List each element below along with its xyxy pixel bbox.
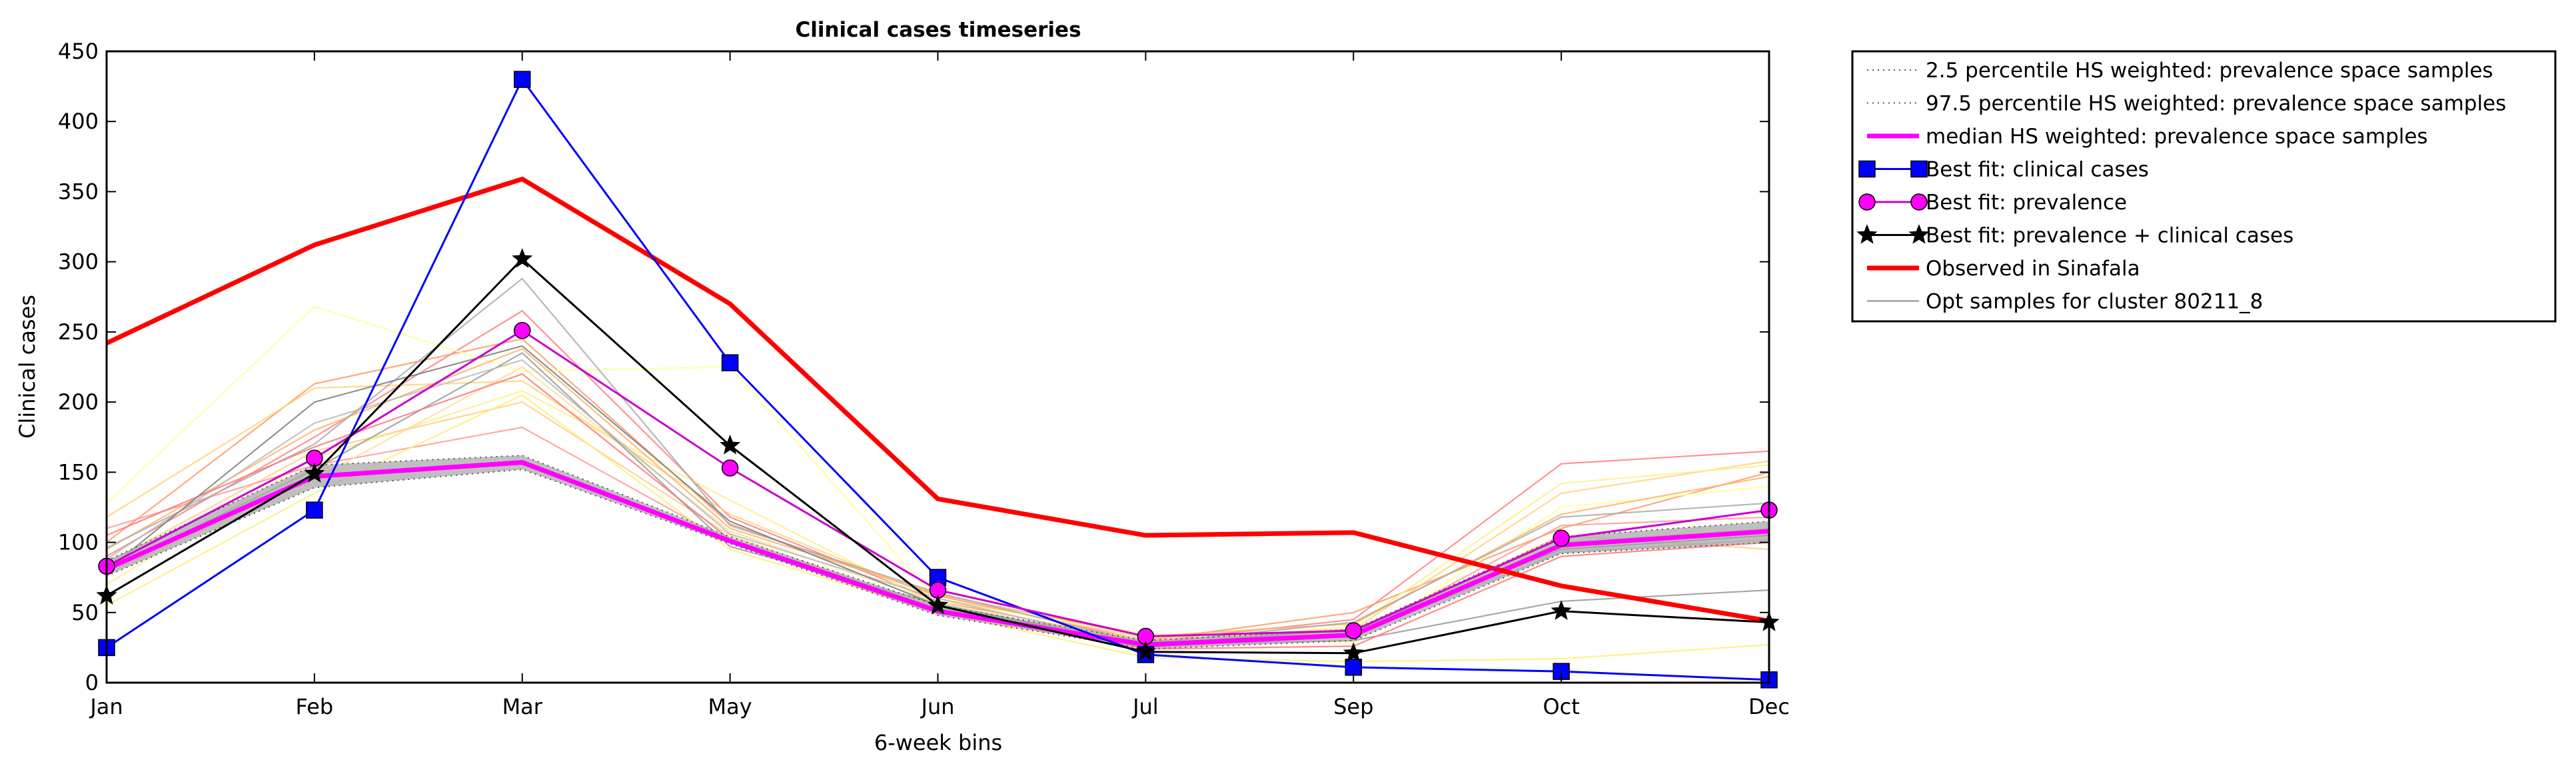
y-tick-label: 0 (85, 670, 99, 695)
x-tick-label: Jan (89, 694, 123, 719)
chart-title: Clinical cases timeseries (795, 18, 1081, 42)
legend-label: Best fit: prevalence + clinical cases (1926, 224, 2293, 248)
best-prevalence-point (1553, 529, 1570, 547)
legend-marker (1856, 224, 1878, 244)
x-tick-label: Mar (502, 694, 543, 719)
series-line-median (105, 460, 1770, 647)
best-both-point (1551, 600, 1572, 620)
best-prevalence-point (1345, 622, 1362, 639)
plot-lines (96, 71, 1780, 689)
best-both-point (512, 248, 533, 268)
best-both-point (927, 594, 949, 615)
x-tick-label: Jul (1131, 694, 1159, 719)
x-axis-label: 6-week bins (874, 730, 1002, 755)
plot-axes: 0 50 100 150 200 250 300 350 400 450 Jan Feb Mar May J… (58, 39, 1790, 719)
y-tick-label: 300 (58, 249, 99, 275)
x-tick-label: Feb (296, 694, 334, 719)
series-line-p2-5 (106, 469, 1770, 650)
legend-marker (1908, 224, 1930, 244)
y-tick-label: 150 (58, 459, 99, 485)
y-tick-label: 100 (58, 530, 99, 555)
y-tick-label: 400 (58, 109, 99, 134)
legend-marker (1858, 160, 1876, 178)
y-tick-label: 200 (58, 389, 99, 415)
legend-label: 2.5 percentile HS weighted: prevalence s… (1926, 59, 2493, 83)
best-clinical-point (514, 71, 531, 88)
best-prevalence-point (721, 459, 739, 477)
y-tick-label: 50 (71, 600, 99, 625)
x-tick-label: Dec (1748, 694, 1790, 719)
best-both-point (1135, 641, 1156, 661)
best-clinical-point (306, 501, 323, 519)
best-both-point (304, 463, 325, 483)
y-tick-label: 450 (58, 39, 99, 64)
y-tick-label: 350 (58, 179, 99, 204)
chart-legend: 2.5 percentile HS weighted: prevalence s… (1851, 50, 2557, 323)
x-tick-label: Jun (920, 694, 955, 719)
y-tick-label: 250 (58, 319, 99, 345)
x-tick-label: Sep (1333, 694, 1373, 719)
y-axis-label: Clinical cases (15, 295, 40, 439)
best-both-point (1343, 642, 1364, 663)
x-tick-label: May (708, 694, 752, 719)
best-prevalence-point (514, 322, 531, 339)
legend-label: Opt samples for cluster 80211_8 (1926, 290, 2263, 314)
legend-marker (1858, 193, 1876, 211)
legend-label: Observed in Sinafala (1926, 257, 2140, 281)
legend-marker (1910, 160, 1928, 178)
legend-label: Best fit: prevalence (1926, 191, 2127, 215)
best-clinical-point (1345, 659, 1362, 676)
legend-label: 97.5 percentile HS weighted: prevalence … (1926, 92, 2506, 116)
legend-label: median HS weighted: prevalence space sam… (1926, 125, 2428, 149)
sample-line-13 (106, 394, 1770, 663)
legend-label: Best fit: clinical cases (1926, 158, 2149, 182)
best-clinical-point (721, 354, 739, 371)
x-tick-label: Oct (1543, 694, 1579, 719)
best-both-point (720, 434, 741, 455)
legend-box (1851, 50, 2557, 323)
legend-marker (1910, 193, 1928, 211)
